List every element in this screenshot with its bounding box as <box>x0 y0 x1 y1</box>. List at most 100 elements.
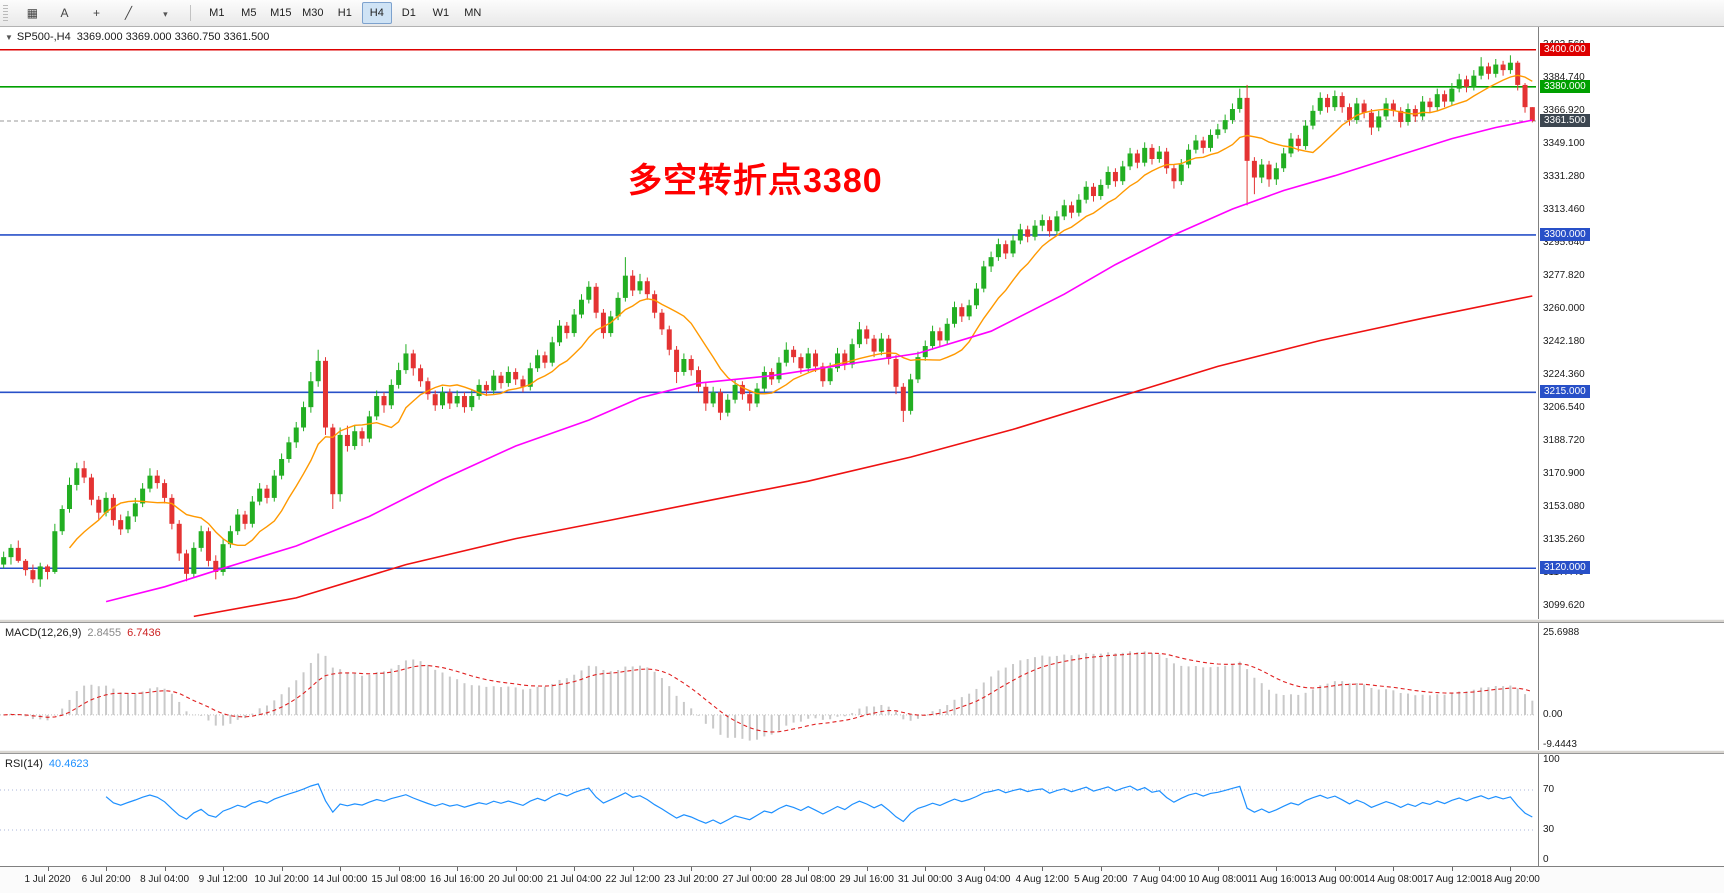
timeframe-h4-button[interactable]: H4 <box>361 2 392 24</box>
candle <box>893 355 899 395</box>
time-axis-label: 5 Aug 20:00 <box>1074 874 1128 885</box>
candle <box>301 401 307 432</box>
line-tool-icon[interactable]: ╱ <box>124 6 133 20</box>
candle <box>330 423 336 509</box>
time-axis-label: 8 Jul 04:00 <box>140 874 190 885</box>
candle <box>176 520 182 561</box>
candle <box>162 479 168 504</box>
candle <box>1529 107 1535 123</box>
timeframe-m1-button[interactable]: M1 <box>209 7 225 19</box>
candle <box>132 497 138 522</box>
candle <box>1310 105 1316 130</box>
candle <box>418 364 424 387</box>
ma-slow-line[interactable] <box>193 295 1533 618</box>
candle <box>578 294 584 319</box>
candle <box>1368 108 1374 135</box>
price-axis[interactable]: 3402.5603384.7403366.9203349.1003331.280… <box>1538 27 1724 619</box>
candle <box>952 301 958 328</box>
candle <box>352 425 358 450</box>
toolbar-grip[interactable] <box>3 5 8 21</box>
time-axis-tick <box>1100 867 1102 871</box>
candle <box>388 379 394 409</box>
candle <box>15 540 21 563</box>
candle <box>842 349 848 371</box>
candle <box>1493 58 1499 78</box>
price-axis-label: 3366.920 <box>1543 105 1585 116</box>
time-axis-label: 10 Jul 20:00 <box>254 874 309 885</box>
macd-axis[interactable]: 25.6988 0.00 -9.4443 <box>1538 623 1724 750</box>
time-axis-label: 13 Aug 00:00 <box>1305 874 1365 885</box>
candle <box>476 379 482 400</box>
ma-fast-line[interactable] <box>68 74 1533 549</box>
candle <box>1025 225 1031 243</box>
text-tool-icon[interactable]: A <box>60 6 69 20</box>
candle <box>1295 134 1301 152</box>
candle <box>886 334 892 365</box>
timeframe-h1-button[interactable]: H1 <box>337 7 352 19</box>
candle <box>1215 123 1221 139</box>
macd-plot[interactable] <box>0 623 1536 750</box>
timeframe-m15-button[interactable]: M15 <box>270 7 292 19</box>
candle <box>469 390 475 411</box>
timeframe-m30-button[interactable]: M30 <box>302 7 324 19</box>
time-axis-tick <box>1276 867 1278 871</box>
candle <box>1222 114 1228 134</box>
candle <box>74 462 80 491</box>
time-axis-tick <box>1159 867 1161 871</box>
candle <box>1083 181 1089 204</box>
candle <box>1156 146 1162 163</box>
rsi-plot[interactable] <box>0 754 1536 866</box>
timeframe-mn-button[interactable]: MN <box>464 7 482 19</box>
candle <box>410 349 416 376</box>
candle <box>571 308 577 337</box>
candle <box>1142 142 1148 167</box>
time-axis-tick <box>164 867 166 871</box>
main-chart-plot[interactable] <box>0 27 1536 619</box>
panel-splitter[interactable] <box>0 750 1724 754</box>
time-axis-tick <box>1510 867 1512 871</box>
candle <box>703 383 709 411</box>
candle <box>1164 147 1170 174</box>
candle <box>1325 94 1331 113</box>
candle <box>140 483 146 508</box>
candle <box>834 347 840 372</box>
chart-grid-icon[interactable]: ▦ <box>26 6 39 20</box>
candle <box>1229 103 1235 124</box>
candle <box>586 281 592 304</box>
candle <box>1303 120 1309 150</box>
time-axis-tick <box>632 867 634 871</box>
time-axis-label: 20 Jul 00:00 <box>488 874 543 885</box>
crosshair-icon[interactable]: + <box>92 6 100 20</box>
candle <box>1354 97 1360 124</box>
time-axis-label: 18 Aug 20:00 <box>1480 874 1540 885</box>
candle <box>630 270 636 297</box>
price-axis-label: 3153.080 <box>1543 501 1585 512</box>
candle <box>1485 62 1491 80</box>
ma-mid-line[interactable] <box>105 119 1533 603</box>
candle <box>81 460 87 484</box>
candle <box>930 325 936 350</box>
time-axis-label: 10 Aug 08:00 <box>1188 874 1248 885</box>
dropdown-caret-icon[interactable]: ▾ <box>163 9 168 19</box>
rsi-axis[interactable]: 100 70 30 0 <box>1538 754 1724 866</box>
panel-splitter[interactable] <box>0 619 1724 623</box>
macd-axis-label: -9.4443 <box>1543 738 1577 750</box>
chart-header: ▼ SP500-,H4 3369.000 3369.000 3360.750 336… <box>5 31 269 43</box>
chart-ohlc-values: 3369.000 3369.000 3360.750 3361.500 <box>76 31 270 43</box>
candle <box>110 494 116 526</box>
candle <box>600 308 606 339</box>
timeframe-m5-button[interactable]: M5 <box>241 7 257 19</box>
candle <box>1186 144 1192 169</box>
time-axis[interactable]: 1 Jul 2020 6 Jul 20:00 8 Jul 04:00 9 Jul 12… <box>0 866 1724 893</box>
timeframe-d1-button[interactable]: D1 <box>401 7 416 19</box>
candle <box>1251 157 1257 195</box>
candle <box>1244 84 1250 206</box>
chart-menu-icon[interactable]: ▼ <box>5 33 13 42</box>
price-axis-label: 3295.640 <box>1543 237 1585 248</box>
candle <box>1522 83 1528 113</box>
candle <box>396 362 402 389</box>
timeframe-w1-button[interactable]: W1 <box>432 7 450 19</box>
candle <box>505 366 511 387</box>
time-axis-tick <box>281 867 283 871</box>
price-axis-label: 3313.460 <box>1543 204 1585 215</box>
